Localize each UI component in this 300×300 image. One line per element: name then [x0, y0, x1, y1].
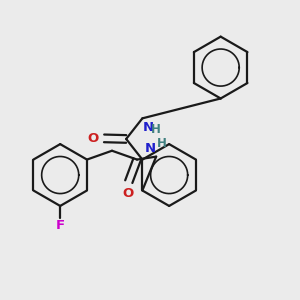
Text: N: N: [144, 142, 156, 155]
Text: F: F: [56, 219, 65, 232]
Text: O: O: [122, 187, 134, 200]
Text: N: N: [143, 121, 154, 134]
Text: H: H: [151, 123, 160, 136]
Text: H: H: [157, 137, 167, 150]
Text: O: O: [88, 132, 99, 145]
